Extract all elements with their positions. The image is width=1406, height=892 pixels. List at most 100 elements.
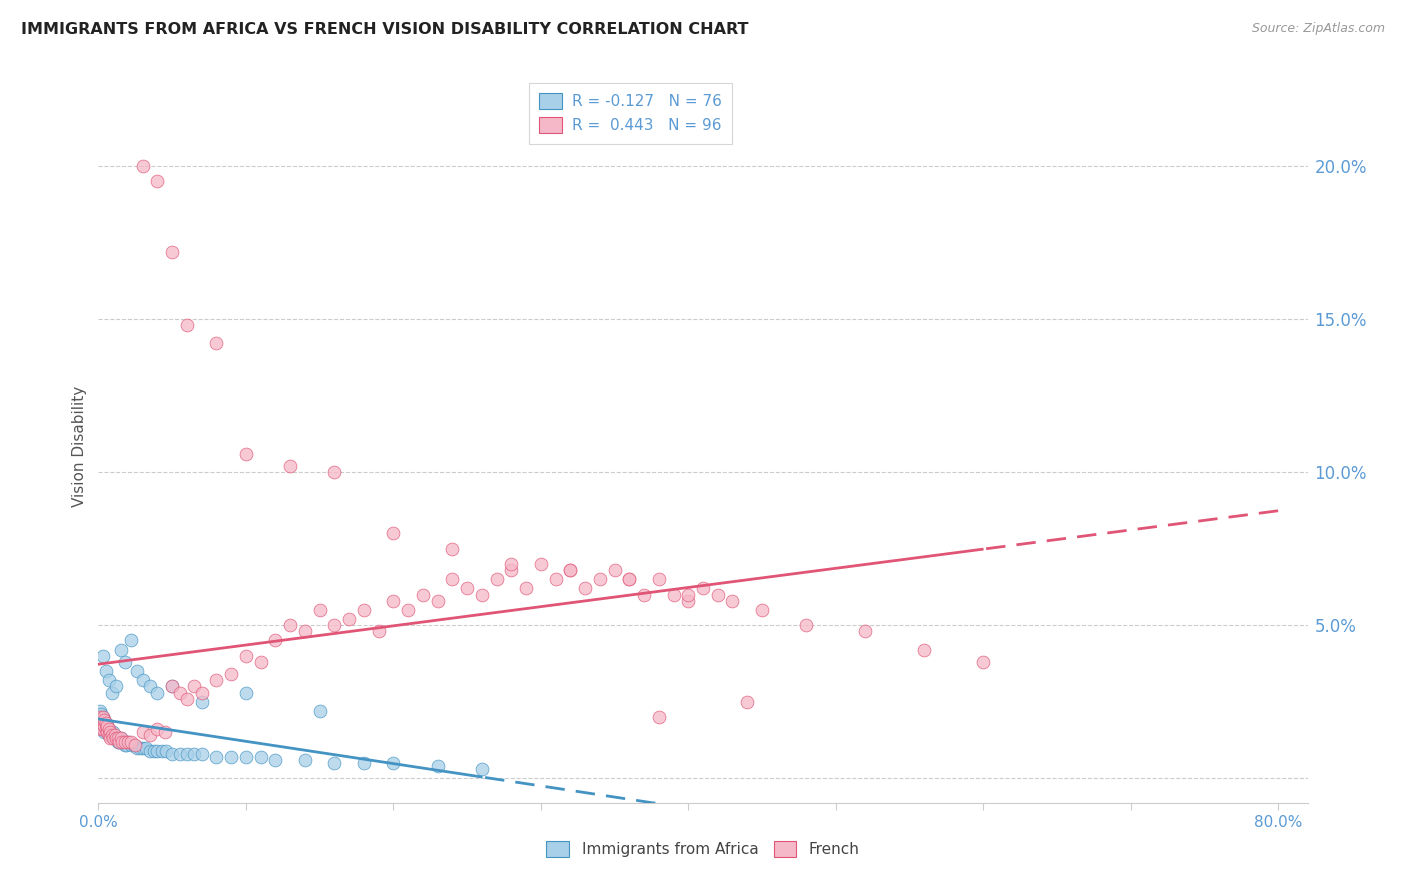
Point <box>143 744 166 758</box>
Point <box>176 747 198 761</box>
Point <box>176 318 198 332</box>
Point <box>441 541 464 556</box>
Point <box>560 563 582 577</box>
Point <box>323 756 346 770</box>
Point <box>515 582 537 596</box>
Point <box>264 633 287 648</box>
Point <box>721 593 744 607</box>
Point <box>190 685 212 699</box>
Point <box>633 588 655 602</box>
Point <box>294 624 316 639</box>
Point <box>139 680 162 694</box>
Point <box>91 716 114 731</box>
Point <box>112 734 135 748</box>
Point <box>114 734 136 748</box>
Point <box>125 740 148 755</box>
Point <box>111 734 134 748</box>
Point <box>678 593 700 607</box>
Point <box>104 728 127 742</box>
Point <box>93 713 115 727</box>
Point <box>471 588 494 602</box>
Point <box>120 734 142 748</box>
Point <box>367 624 389 639</box>
Point <box>90 723 112 737</box>
Point <box>97 673 120 688</box>
Point <box>323 465 346 479</box>
Point <box>120 633 142 648</box>
Point <box>278 458 301 473</box>
Point <box>96 719 118 733</box>
Point <box>98 728 121 742</box>
Point <box>456 582 478 596</box>
Y-axis label: Vision Disability: Vision Disability <box>72 385 87 507</box>
Point <box>205 749 228 764</box>
Point <box>205 336 228 351</box>
Point <box>183 680 205 694</box>
Point <box>603 563 626 577</box>
Point <box>278 618 301 632</box>
Point <box>249 655 271 669</box>
Point <box>139 728 162 742</box>
Point <box>678 588 700 602</box>
Point <box>98 731 121 746</box>
Point <box>264 753 287 767</box>
Point <box>108 734 131 748</box>
Point <box>382 593 405 607</box>
Point <box>662 588 685 602</box>
Point <box>117 734 139 748</box>
Point <box>93 719 115 733</box>
Point <box>89 710 111 724</box>
Point <box>105 731 128 746</box>
Point <box>146 685 169 699</box>
Point <box>122 738 145 752</box>
Point <box>97 723 120 737</box>
Point <box>190 747 212 761</box>
Point <box>396 603 419 617</box>
Point <box>90 719 112 733</box>
Point <box>128 740 150 755</box>
Point <box>160 680 183 694</box>
Point <box>91 723 114 737</box>
Point <box>101 725 124 739</box>
Point <box>235 648 257 663</box>
Point <box>97 728 120 742</box>
Point <box>105 731 128 746</box>
Point <box>110 642 132 657</box>
Point <box>337 612 360 626</box>
Point <box>114 738 136 752</box>
Point <box>97 723 120 737</box>
Point <box>160 680 183 694</box>
Point <box>294 753 316 767</box>
Point <box>323 618 346 632</box>
Point <box>96 725 118 739</box>
Point <box>90 713 112 727</box>
Point <box>94 716 117 731</box>
Point <box>426 759 449 773</box>
Point <box>235 749 257 764</box>
Point <box>972 655 994 669</box>
Point <box>91 723 114 737</box>
Point <box>560 563 582 577</box>
Point <box>100 685 122 699</box>
Point <box>501 557 523 571</box>
Point <box>100 728 122 742</box>
Point <box>131 725 153 739</box>
Point <box>735 695 758 709</box>
Point <box>648 572 671 586</box>
Point <box>114 655 136 669</box>
Point <box>91 648 114 663</box>
Point <box>111 734 134 748</box>
Point <box>124 738 146 752</box>
Point <box>93 713 115 727</box>
Point <box>235 447 257 461</box>
Point <box>94 723 117 737</box>
Point <box>501 563 523 577</box>
Point <box>93 719 115 733</box>
Point <box>150 744 173 758</box>
Point <box>706 588 728 602</box>
Text: Source: ZipAtlas.com: Source: ZipAtlas.com <box>1251 22 1385 36</box>
Point <box>107 734 129 748</box>
Point <box>249 749 271 764</box>
Point <box>574 582 596 596</box>
Point <box>153 725 176 739</box>
